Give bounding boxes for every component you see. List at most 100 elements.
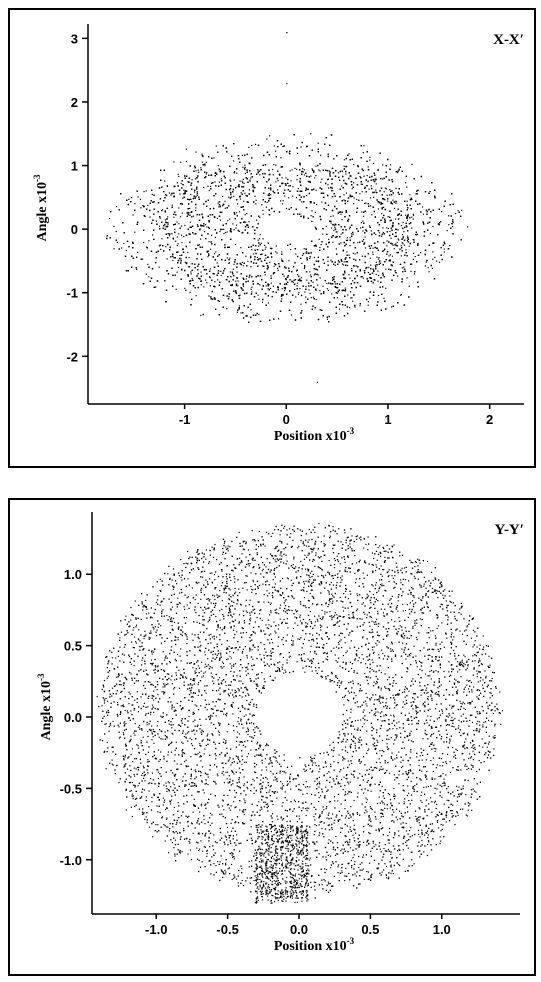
- data-point: [402, 243, 404, 245]
- data-point: [166, 258, 168, 260]
- data-point: [258, 258, 260, 260]
- data-point: [295, 279, 297, 281]
- data-point: [361, 211, 363, 213]
- data-point: [197, 169, 199, 171]
- data-point: [325, 225, 327, 228]
- data-point: [198, 244, 200, 246]
- data-point: [130, 197, 133, 199]
- data-point: [361, 183, 363, 185]
- data-point: [302, 171, 304, 173]
- data-point: [395, 202, 397, 204]
- data-point: [308, 285, 310, 287]
- data-point: [252, 253, 254, 255]
- data-point: [245, 221, 247, 223]
- data-point: [288, 185, 290, 187]
- data-point: [381, 235, 383, 237]
- data-point: [348, 254, 350, 256]
- data-point: [235, 280, 237, 282]
- data-point: [204, 165, 206, 167]
- data-point: [305, 286, 307, 288]
- data-point: [191, 179, 193, 181]
- data-point: [395, 187, 397, 189]
- data-point: [158, 245, 160, 247]
- data-point: [362, 215, 365, 217]
- data-point: [412, 213, 414, 215]
- data-point: [175, 240, 177, 242]
- data-point: [390, 242, 392, 244]
- data-point: [352, 280, 354, 282]
- data-point: [369, 257, 371, 259]
- data-point: [400, 224, 403, 227]
- data-point: [334, 283, 336, 285]
- data-point: [425, 261, 427, 263]
- data-point: [178, 223, 180, 225]
- data-point: [335, 231, 337, 233]
- data-point: [193, 233, 195, 235]
- data-point: [141, 258, 144, 260]
- data-point: [343, 165, 345, 167]
- data-point: [364, 229, 367, 231]
- data-point: [377, 208, 379, 210]
- data-point: [380, 202, 382, 204]
- data-point: [408, 285, 410, 287]
- data-point: [210, 248, 212, 250]
- data-point: [191, 278, 193, 280]
- data-point: [410, 270, 412, 272]
- data-point: [386, 227, 388, 229]
- data-point: [428, 271, 430, 273]
- data-point: [378, 257, 380, 259]
- data-point: [214, 281, 216, 283]
- data-point: [368, 225, 371, 227]
- data-point: [267, 288, 269, 290]
- data-point: [340, 242, 342, 244]
- data-point: [310, 297, 312, 299]
- data-point: [162, 209, 164, 211]
- data-point: [242, 182, 244, 184]
- data-point: [235, 224, 238, 226]
- data-point: [234, 171, 236, 173]
- data-point: [309, 292, 311, 295]
- data-point: [265, 285, 267, 287]
- data-point: [349, 245, 351, 247]
- data-point: [330, 222, 332, 224]
- data-point: [208, 220, 210, 222]
- data-point: [228, 262, 230, 264]
- data-point: [190, 193, 192, 196]
- data-point: [167, 224, 169, 226]
- data-point: [128, 198, 130, 200]
- data-point: [239, 180, 241, 182]
- data-point: [221, 211, 223, 213]
- data-point: [313, 256, 315, 259]
- data-point: [385, 287, 387, 289]
- data-point: [255, 203, 257, 205]
- data-point: [143, 241, 145, 244]
- data-point: [200, 284, 202, 286]
- data-point: [244, 167, 246, 169]
- data-point: [242, 285, 245, 288]
- data-point: [269, 135, 271, 137]
- data-point: [297, 187, 299, 190]
- data-point: [229, 218, 231, 220]
- data-point: [176, 236, 178, 238]
- data-point: [194, 178, 197, 180]
- data-point: [168, 192, 170, 194]
- data-point: [367, 181, 369, 183]
- data-point: [155, 220, 157, 222]
- data-point: [375, 189, 377, 191]
- data-point: [262, 209, 264, 211]
- data-point: [296, 168, 298, 170]
- data-point: [351, 268, 353, 270]
- data-point: [315, 175, 317, 177]
- data-point: [306, 250, 308, 253]
- data-point: [206, 251, 208, 253]
- data-point: [378, 261, 380, 263]
- data-point: [259, 174, 261, 176]
- data-point: [365, 268, 367, 270]
- data-point: [240, 192, 242, 194]
- data-point: [164, 219, 166, 221]
- data-point: [389, 230, 391, 233]
- data-point: [467, 226, 469, 228]
- data-point: [146, 246, 148, 248]
- data-point: [171, 204, 173, 206]
